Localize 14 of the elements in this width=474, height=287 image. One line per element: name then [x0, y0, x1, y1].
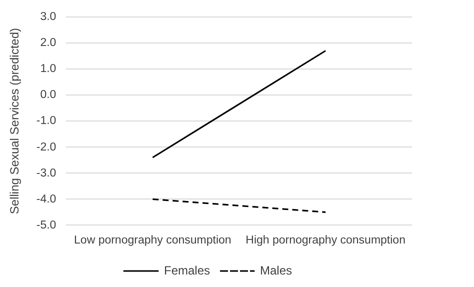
y-axis-title: Selling Sexual Services (predicted) — [8, 28, 22, 214]
y-tick-label: 1.0 — [40, 63, 56, 76]
y-tick-label: 3.0 — [40, 11, 56, 24]
y-tick-label: -2.0 — [36, 141, 56, 154]
y-tick-label: -4.0 — [36, 193, 56, 206]
y-tick-label: -1.0 — [36, 115, 56, 128]
y-tick-label: 0.0 — [40, 89, 56, 102]
y-tick-label: -5.0 — [36, 219, 56, 232]
y-tick-label: 2.0 — [40, 37, 56, 50]
legend-label: Females — [164, 263, 210, 278]
x-tick-label: Low pornography consumption — [74, 234, 232, 246]
y-tick-label: -3.0 — [36, 167, 56, 180]
legend-label: Males — [260, 263, 292, 278]
x-tick-label: High pornography consumption — [246, 234, 406, 246]
